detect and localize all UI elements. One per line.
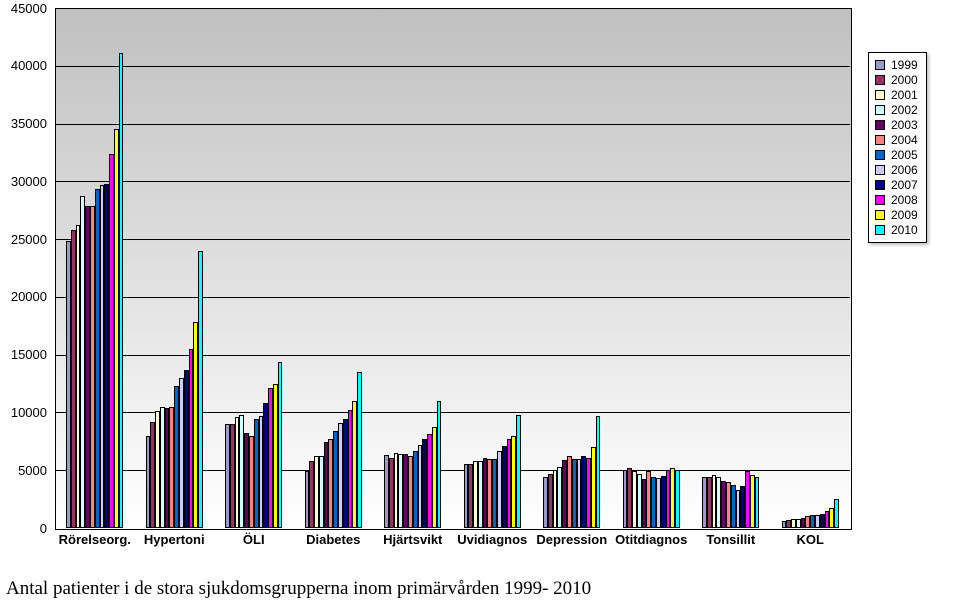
legend-item: 2004	[875, 133, 918, 147]
y-axis-tick-label: 45000	[0, 1, 47, 16]
legend-label: 2001	[891, 88, 918, 102]
chart-caption: Antal patienter i de stora sjukdomsgrupp…	[6, 578, 591, 600]
gridline	[55, 181, 850, 182]
x-axis-tick-label: ÖLI	[214, 532, 294, 547]
legend-label: 1999	[891, 58, 918, 72]
gridline	[55, 66, 850, 67]
legend-label: 2000	[891, 73, 918, 87]
x-axis-tick-label: Hjärtsvikt	[373, 532, 453, 547]
bar	[278, 362, 283, 528]
legend-item: 2003	[875, 118, 918, 132]
legend-label: 2003	[891, 118, 918, 132]
y-axis-tick-label: 20000	[0, 289, 47, 304]
gridline	[55, 124, 850, 125]
bar	[596, 416, 601, 528]
legend-label: 2009	[891, 208, 918, 222]
legend-label: 2004	[891, 133, 918, 147]
x-axis-tick-label: Hypertoni	[135, 532, 215, 547]
y-axis-tick-label: 30000	[0, 174, 47, 189]
legend-item: 2005	[875, 148, 918, 162]
bar	[437, 401, 442, 528]
legend-item: 2008	[875, 193, 918, 207]
legend-item: 2010	[875, 223, 918, 237]
legend-swatch	[875, 150, 885, 160]
y-axis-tick-label: 10000	[0, 405, 47, 420]
legend-swatch	[875, 105, 885, 115]
x-axis-tick-label: KOL	[771, 532, 851, 547]
legend-swatch	[875, 225, 885, 235]
legend-label: 2010	[891, 223, 918, 237]
legend-item: 2002	[875, 103, 918, 117]
legend-label: 2007	[891, 178, 918, 192]
legend-item: 2009	[875, 208, 918, 222]
y-axis-tick-label: 15000	[0, 347, 47, 362]
y-axis-tick-label: 0	[0, 521, 47, 536]
x-axis-tick-label: Otitdiagnos	[612, 532, 692, 547]
x-axis-tick-label: Diabetes	[294, 532, 374, 547]
y-axis-tick-label: 35000	[0, 116, 47, 131]
legend-swatch	[875, 120, 885, 130]
x-axis-tick-label: Depression	[532, 532, 612, 547]
x-axis-tick-label: Rörelseorg.	[55, 532, 135, 547]
legend-swatch	[875, 90, 885, 100]
legend-swatch	[875, 195, 885, 205]
bar	[834, 499, 839, 528]
x-axis-tick-label: Tonsillit	[691, 532, 771, 547]
legend-item: 1999	[875, 58, 918, 72]
legend-item: 2001	[875, 88, 918, 102]
legend-swatch	[875, 135, 885, 145]
legend-label: 2002	[891, 103, 918, 117]
bar	[198, 251, 203, 528]
gridline	[55, 297, 850, 298]
legend-swatch	[875, 75, 885, 85]
bar	[516, 415, 521, 528]
legend-label: 2006	[891, 163, 918, 177]
legend: 1999200020012002200320042005200620072008…	[868, 52, 927, 243]
legend-label: 2008	[891, 193, 918, 207]
y-axis-tick-label: 5000	[0, 463, 47, 478]
bar	[357, 372, 362, 528]
legend-swatch	[875, 210, 885, 220]
bar	[675, 470, 680, 528]
gridline	[55, 355, 850, 356]
legend-item: 2006	[875, 163, 918, 177]
legend-label: 2005	[891, 148, 918, 162]
legend-swatch	[875, 60, 885, 70]
gridline	[55, 239, 850, 240]
y-axis-tick-label: 40000	[0, 58, 47, 73]
legend-item: 2007	[875, 178, 918, 192]
legend-swatch	[875, 165, 885, 175]
gridline	[55, 8, 850, 9]
legend-swatch	[875, 180, 885, 190]
bar	[755, 477, 760, 528]
legend-item: 2000	[875, 73, 918, 87]
y-axis-tick-label: 25000	[0, 232, 47, 247]
chart-container: 1999200020012002200320042005200620072008…	[0, 0, 960, 609]
bar	[119, 53, 124, 528]
x-axis-tick-label: Uvidiagnos	[453, 532, 533, 547]
